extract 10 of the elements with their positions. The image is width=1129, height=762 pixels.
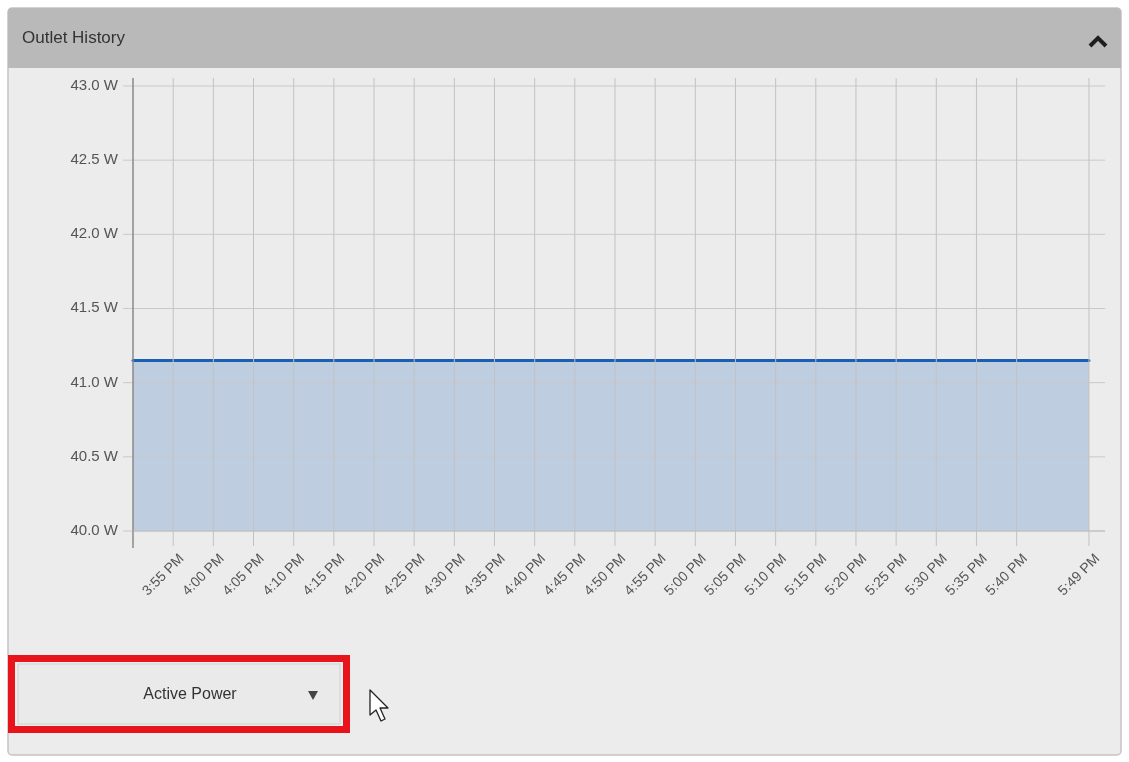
y-tick-label: 40.0 W (70, 520, 119, 538)
chart-title: Outlet History (22, 28, 126, 48)
x-tick-label: 5:49 PM (1054, 550, 1103, 599)
y-tick-label: 41.5 W (70, 298, 119, 316)
y-tick-label: 43.0 W (70, 75, 119, 93)
y-tick-label: 42.5 W (70, 150, 119, 168)
y-tick-label: 42.0 W (70, 224, 119, 242)
y-tick-label: 40.5 W (70, 446, 119, 464)
y-tick-label: 41.0 W (70, 372, 119, 390)
text: Active Power (143, 685, 238, 703)
